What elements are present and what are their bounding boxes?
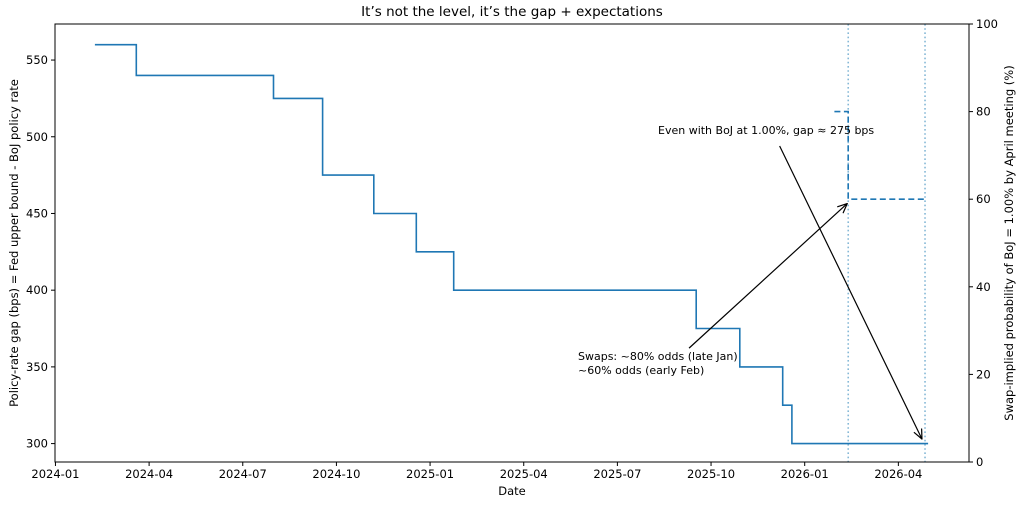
svg-text:2026-04: 2026-04 xyxy=(874,467,922,481)
svg-text:2026-01: 2026-01 xyxy=(781,467,829,481)
annotation-arrow-1 xyxy=(688,202,848,349)
svg-text:20: 20 xyxy=(976,367,991,381)
plot-frame xyxy=(54,23,970,463)
annotation-swap-odds: Swaps: ~80% odds (late Jan) ~60% odds (e… xyxy=(578,350,738,378)
x-axis-label: Date xyxy=(498,484,526,498)
x-axis-ticks: 2024-01 2024-04 2024-07 2024-10 2025-01 2025-… xyxy=(31,462,922,481)
annotation-gap-275bps: Even with BoJ at 1.00%, gap ≈ 275 bps xyxy=(658,124,875,137)
series-policy-rate-gap-bps xyxy=(94,43,929,445)
svg-text:550: 550 xyxy=(26,53,48,67)
series-swap-implied-probability-pct xyxy=(834,110,925,200)
svg-text:450: 450 xyxy=(26,206,48,220)
svg-text:2025-01: 2025-01 xyxy=(406,467,454,481)
svg-text:350: 350 xyxy=(26,360,48,374)
svg-text:2024-10: 2024-10 xyxy=(312,467,360,481)
svg-text:2024-04: 2024-04 xyxy=(125,467,173,481)
svg-text:80: 80 xyxy=(976,105,991,119)
annotation-arrow-0 xyxy=(779,145,923,440)
svg-text:60: 60 xyxy=(976,192,991,206)
svg-text:2025-07: 2025-07 xyxy=(593,467,641,481)
svg-text:2024-07: 2024-07 xyxy=(219,467,267,481)
svg-text:2024-01: 2024-01 xyxy=(31,467,79,481)
right-y-axis-label: Swap-implied probability of BoJ = 1.00% … xyxy=(1002,65,1016,421)
right-y-axis-ticks: 0 20 40 60 80 100 xyxy=(969,17,998,469)
left-y-axis-label: Policy-rate gap (bps) = Fed upper bound … xyxy=(7,79,21,407)
chart-title: It’s not the level, it’s the gap + expec… xyxy=(361,4,663,20)
left-y-axis-ticks: 300 350 400 450 500 550 xyxy=(26,53,55,451)
svg-text:0: 0 xyxy=(976,455,983,469)
svg-text:400: 400 xyxy=(26,283,48,297)
svg-text:100: 100 xyxy=(976,17,998,31)
annotation-swap-odds-line2: ~60% odds (early Feb) xyxy=(578,364,705,377)
svg-text:500: 500 xyxy=(26,130,48,144)
svg-text:2025-04: 2025-04 xyxy=(500,467,548,481)
annotation-swap-odds-line1: Swaps: ~80% odds (late Jan) xyxy=(578,350,738,363)
svg-text:300: 300 xyxy=(26,437,48,451)
svg-text:2025-10: 2025-10 xyxy=(687,467,735,481)
svg-text:40: 40 xyxy=(976,280,991,294)
